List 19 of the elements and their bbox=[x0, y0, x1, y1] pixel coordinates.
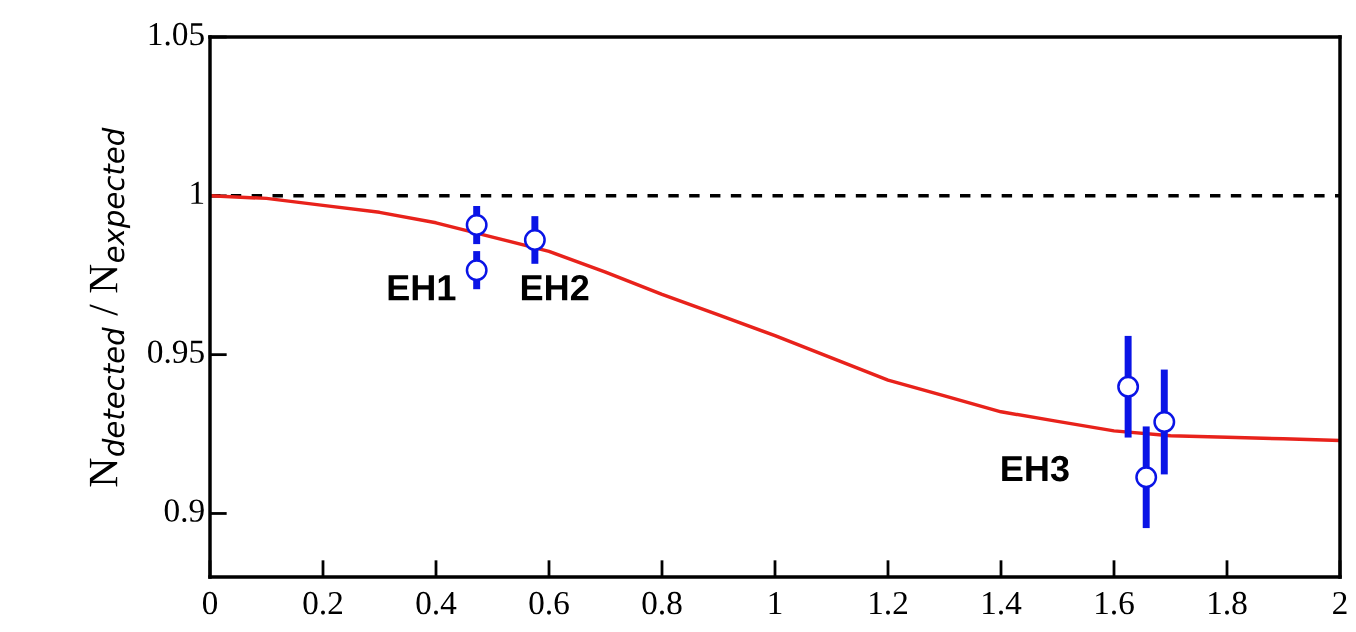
x-tick-label: 0.4 bbox=[416, 591, 457, 615]
x-tick-label: 1 bbox=[769, 592, 782, 615]
x-tick-label: 0.2 bbox=[303, 591, 342, 615]
y-axis-title: N$_{detected}$ / N$_{expected}$ bbox=[89, 127, 131, 487]
x-tick-label: 1.2 bbox=[870, 591, 907, 615]
x-tick-label: 1.4 bbox=[983, 592, 1022, 615]
x-tick-label: 0.8 bbox=[642, 591, 682, 615]
x-tick-label: 1.8 bbox=[1209, 591, 1247, 615]
annotation: EH1 bbox=[388, 275, 456, 301]
annotation: EH3 bbox=[1002, 455, 1069, 482]
y-tick-label: 0.9 bbox=[164, 499, 204, 522]
x-tick-label: 0.6 bbox=[529, 591, 569, 615]
x-tick-label: 0 bbox=[202, 591, 218, 615]
y-tick-label: 1.05 bbox=[149, 22, 204, 46]
x-tick-label: 1.6 bbox=[1096, 591, 1134, 615]
x-tick-label: 2 bbox=[1333, 591, 1347, 615]
y-tick-label: 0.95 bbox=[148, 340, 204, 364]
y-tick-label: 1 bbox=[191, 181, 204, 204]
annotation: EH2 bbox=[521, 274, 589, 301]
